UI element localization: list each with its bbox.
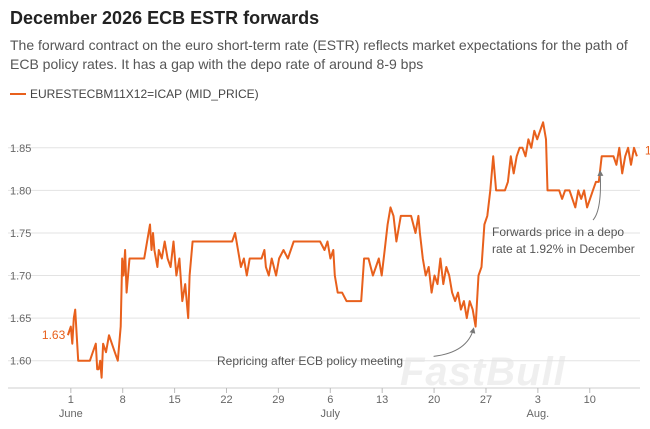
- x-tick-label: 29: [272, 394, 284, 406]
- y-tick-label: 1.85: [10, 143, 31, 155]
- x-tick-label: 15: [168, 394, 180, 406]
- x-tick-month-label: Aug.: [527, 408, 550, 420]
- legend-swatch: [10, 93, 26, 95]
- x-tick-label: 20: [428, 394, 440, 406]
- series-line: [66, 121, 638, 379]
- annotation-forwards-line2: rate at 1.92% in December: [492, 242, 635, 256]
- annotation-arrow: [592, 169, 604, 221]
- legend-label: EURESTECBM11X12=ICAP (MID_PRICE): [30, 87, 259, 101]
- chart-subtitle: The forward contract on the euro short-t…: [10, 37, 628, 72]
- annotation-forwards-line1: Forwards price in a depo: [492, 225, 624, 239]
- chart-title: December 2026 ECB ESTR forwards: [10, 8, 320, 28]
- x-tick-label: 8: [120, 394, 126, 406]
- watermark-logo: FastBull: [400, 350, 566, 394]
- x-tick-label: 13: [376, 394, 388, 406]
- y-tick-label: 1.80: [10, 185, 31, 197]
- x-tick-label: 10: [584, 394, 596, 406]
- x-tick-month-label: July: [321, 408, 341, 420]
- y-tick-label: 1.65: [10, 313, 31, 325]
- y-tick-label: 1.75: [10, 228, 31, 240]
- x-tick-label: 22: [220, 394, 232, 406]
- x-tick-label: 3: [535, 394, 541, 406]
- x-tick-label: 1: [68, 394, 74, 406]
- last-value-label: 1.84: [645, 143, 650, 157]
- legend: EURESTECBM11X12=ICAP (MID_PRICE): [10, 87, 259, 101]
- x-tick-month-label: June: [59, 408, 83, 420]
- y-tick-label: 1.60: [10, 356, 31, 368]
- x-tick-label: 6: [327, 394, 333, 406]
- annotation-arrow: [433, 327, 476, 357]
- x-tick-label: 27: [480, 394, 492, 406]
- annotation-repricing: Repricing after ECB policy meeting: [217, 354, 403, 368]
- first-value-label: 1.63: [42, 328, 66, 342]
- y-tick-label: 1.70: [10, 271, 31, 283]
